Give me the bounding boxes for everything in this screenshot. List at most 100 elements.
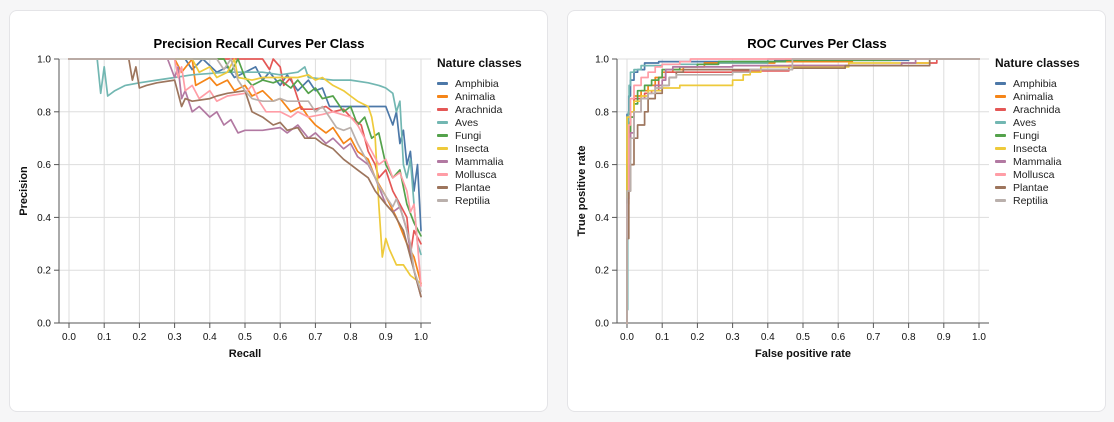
svg-text:0.0: 0.0 xyxy=(37,319,51,330)
legend-swatch-arachnida xyxy=(437,108,448,111)
svg-text:1.0: 1.0 xyxy=(414,332,428,343)
svg-text:1.0: 1.0 xyxy=(595,55,609,66)
legend-item-animalia: Animalia xyxy=(995,90,1080,103)
legend-label: Aves xyxy=(455,116,479,129)
legend-label: Arachnida xyxy=(455,103,503,116)
series-line-arachnida xyxy=(68,58,422,256)
precision-recall-chart-card: 0.0 0.1 0.2 0.3 0.4 0.5 0.6 0.7 0.8 0.9 1.0 0.0 0.2 0… xyxy=(9,10,548,412)
legend-item-mollusca: Mollusca xyxy=(995,168,1080,181)
legend-item-arachnida: Arachnida xyxy=(995,103,1080,116)
legend-title: Nature classes xyxy=(995,56,1080,70)
y-axis-title: True positive rate xyxy=(576,145,588,236)
legend-swatch-plantae xyxy=(437,186,448,189)
svg-text:0.8: 0.8 xyxy=(37,107,51,118)
x-axis-title: False positive rate xyxy=(755,348,851,360)
legend-items: Amphibia Animalia Arachnida Aves Fungi Insect… xyxy=(995,77,1080,207)
legend-item-animalia: Animalia xyxy=(437,90,522,103)
series-line-mollusca xyxy=(68,58,422,287)
legend-label: Insecta xyxy=(455,142,489,155)
legend-label: Insecta xyxy=(1013,142,1047,155)
axes: 0.0 0.1 0.2 0.3 0.4 0.5 0.6 0.7 0.8 0.9 1.0 0.0 0.2 0… xyxy=(18,55,431,360)
svg-text:0.4: 0.4 xyxy=(595,213,609,224)
legend-swatch-mammalia xyxy=(995,160,1006,163)
svg-text:0.5: 0.5 xyxy=(238,332,252,343)
legend-item-arachnida: Arachnida xyxy=(437,103,522,116)
svg-text:0.9: 0.9 xyxy=(379,332,393,343)
legend-item-fungi: Fungi xyxy=(437,129,522,142)
svg-text:0.6: 0.6 xyxy=(273,332,287,343)
legend-item-plantae: Plantae xyxy=(437,181,522,194)
legend-swatch-aves xyxy=(437,121,448,124)
legend-swatch-animalia xyxy=(437,95,448,98)
svg-text:1.0: 1.0 xyxy=(37,55,51,66)
legend-swatch-insecta xyxy=(437,147,448,150)
legend-swatch-reptilia xyxy=(437,199,448,202)
legend-label: Arachnida xyxy=(1013,103,1061,116)
svg-text:0.8: 0.8 xyxy=(595,107,609,118)
series-line-mammalia xyxy=(68,58,422,298)
svg-text:1.0: 1.0 xyxy=(972,332,986,343)
legend-label: Amphibia xyxy=(455,77,499,90)
svg-text:0.4: 0.4 xyxy=(761,332,775,343)
legend-label: Fungi xyxy=(1013,129,1040,142)
legend-label: Mollusca xyxy=(455,168,497,181)
series-lines xyxy=(68,58,422,298)
svg-text:0.0: 0.0 xyxy=(620,332,634,343)
svg-text:0.1: 0.1 xyxy=(655,332,669,343)
svg-text:0.4: 0.4 xyxy=(203,332,217,343)
svg-text:0.7: 0.7 xyxy=(308,332,322,343)
svg-text:0.2: 0.2 xyxy=(690,332,704,343)
legend-item-reptilia: Reptilia xyxy=(995,194,1080,207)
series-lines xyxy=(626,58,980,324)
legend-swatch-amphibia xyxy=(437,82,448,85)
precision-recall-chart-canvas: 0.0 0.1 0.2 0.3 0.4 0.5 0.6 0.7 0.8 0.9 1.0 0.0 0.2 0… xyxy=(18,36,431,360)
legend: Nature classes Amphibia Animalia Arachnida… xyxy=(437,56,522,207)
legend-swatch-mollusca xyxy=(995,173,1006,176)
legend-label: Fungi xyxy=(455,129,482,142)
legend-label: Amphibia xyxy=(1013,77,1057,90)
chart-title: Precision Recall Curves Per Class xyxy=(153,36,364,51)
svg-text:0.8: 0.8 xyxy=(344,332,358,343)
legend-label: Mammalia xyxy=(455,155,504,168)
legend-item-mollusca: Mollusca xyxy=(437,168,522,181)
svg-text:0.5: 0.5 xyxy=(796,332,810,343)
roc-chart-canvas: 0.0 0.1 0.2 0.3 0.4 0.5 0.6 0.7 0.8 0.9 1.0 0.0 0.2 0… xyxy=(576,36,989,360)
gridlines xyxy=(617,58,989,324)
legend-item-reptilia: Reptilia xyxy=(437,194,522,207)
legend-item-amphibia: Amphibia xyxy=(995,77,1080,90)
svg-text:0.6: 0.6 xyxy=(595,160,609,171)
x-axis-title: Recall xyxy=(229,348,261,360)
roc-chart-card: 0.0 0.1 0.2 0.3 0.4 0.5 0.6 0.7 0.8 0.9 1.0 0.0 0.2 0… xyxy=(567,10,1106,412)
legend-label: Animalia xyxy=(1013,90,1054,103)
series-line-plantae xyxy=(68,58,422,298)
legend-title: Nature classes xyxy=(437,56,522,70)
series-line-reptilia xyxy=(68,58,422,293)
svg-text:0.0: 0.0 xyxy=(595,319,609,330)
svg-text:0.8: 0.8 xyxy=(902,332,916,343)
series-line-aves xyxy=(68,58,422,256)
legend-item-aves: Aves xyxy=(437,116,522,129)
series-line-reptilia xyxy=(626,58,980,324)
legend-swatch-aves xyxy=(995,121,1006,124)
legend: Nature classes Amphibia Animalia Arachnida… xyxy=(995,56,1080,207)
legend-swatch-reptilia xyxy=(995,199,1006,202)
chart-title: ROC Curves Per Class xyxy=(747,36,886,51)
legend-swatch-insecta xyxy=(995,147,1006,150)
svg-text:0.3: 0.3 xyxy=(168,332,182,343)
legend-swatch-animalia xyxy=(995,95,1006,98)
legend-item-mammalia: Mammalia xyxy=(437,155,522,168)
legend-item-mammalia: Mammalia xyxy=(995,155,1080,168)
series-line-mollusca xyxy=(626,58,980,324)
svg-text:0.3: 0.3 xyxy=(726,332,740,343)
svg-text:0.6: 0.6 xyxy=(37,160,51,171)
svg-text:0.2: 0.2 xyxy=(37,266,51,277)
legend-label: Plantae xyxy=(455,181,491,194)
legend-label: Reptilia xyxy=(1013,194,1049,207)
legend-item-insecta: Insecta xyxy=(995,142,1080,155)
svg-text:0.6: 0.6 xyxy=(831,332,845,343)
y-axis-title: Precision xyxy=(18,166,30,216)
legend-item-plantae: Plantae xyxy=(995,181,1080,194)
svg-text:0.7: 0.7 xyxy=(866,332,880,343)
legend-label: Mammalia xyxy=(1013,155,1062,168)
svg-text:0.2: 0.2 xyxy=(595,266,609,277)
